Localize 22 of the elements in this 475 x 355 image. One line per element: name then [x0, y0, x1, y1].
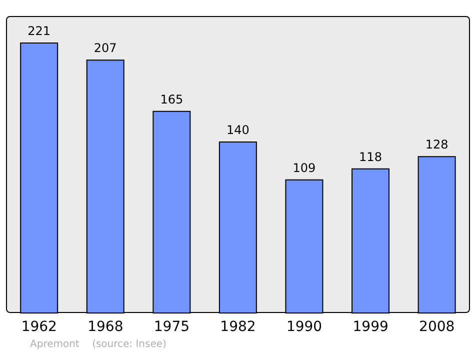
x-tick-label: 1982	[220, 318, 256, 335]
x-tick-label: 1968	[88, 318, 124, 335]
data-label: 207	[94, 41, 117, 56]
bar	[86, 60, 124, 314]
data-label: 140	[226, 122, 250, 137]
bar	[20, 42, 58, 314]
bar	[352, 168, 390, 314]
text: Apremont (source: Insee)	[30, 339, 166, 350]
data-label: 221	[28, 24, 51, 38]
data-label: 165	[160, 92, 184, 106]
x-tick-label: 1999	[352, 318, 388, 335]
data-label: 109	[292, 160, 316, 175]
x-tick-label: 1962	[21, 318, 57, 335]
bar	[152, 110, 191, 314]
x-tick-label: 1990	[286, 318, 322, 335]
data-label: 128	[425, 138, 448, 152]
bar	[418, 156, 456, 314]
x-tick-label: 1975	[154, 318, 190, 335]
bar	[218, 141, 257, 314]
x-tick-label: 2008	[419, 318, 455, 335]
bar	[285, 179, 324, 314]
data-label: 118	[359, 150, 382, 164]
